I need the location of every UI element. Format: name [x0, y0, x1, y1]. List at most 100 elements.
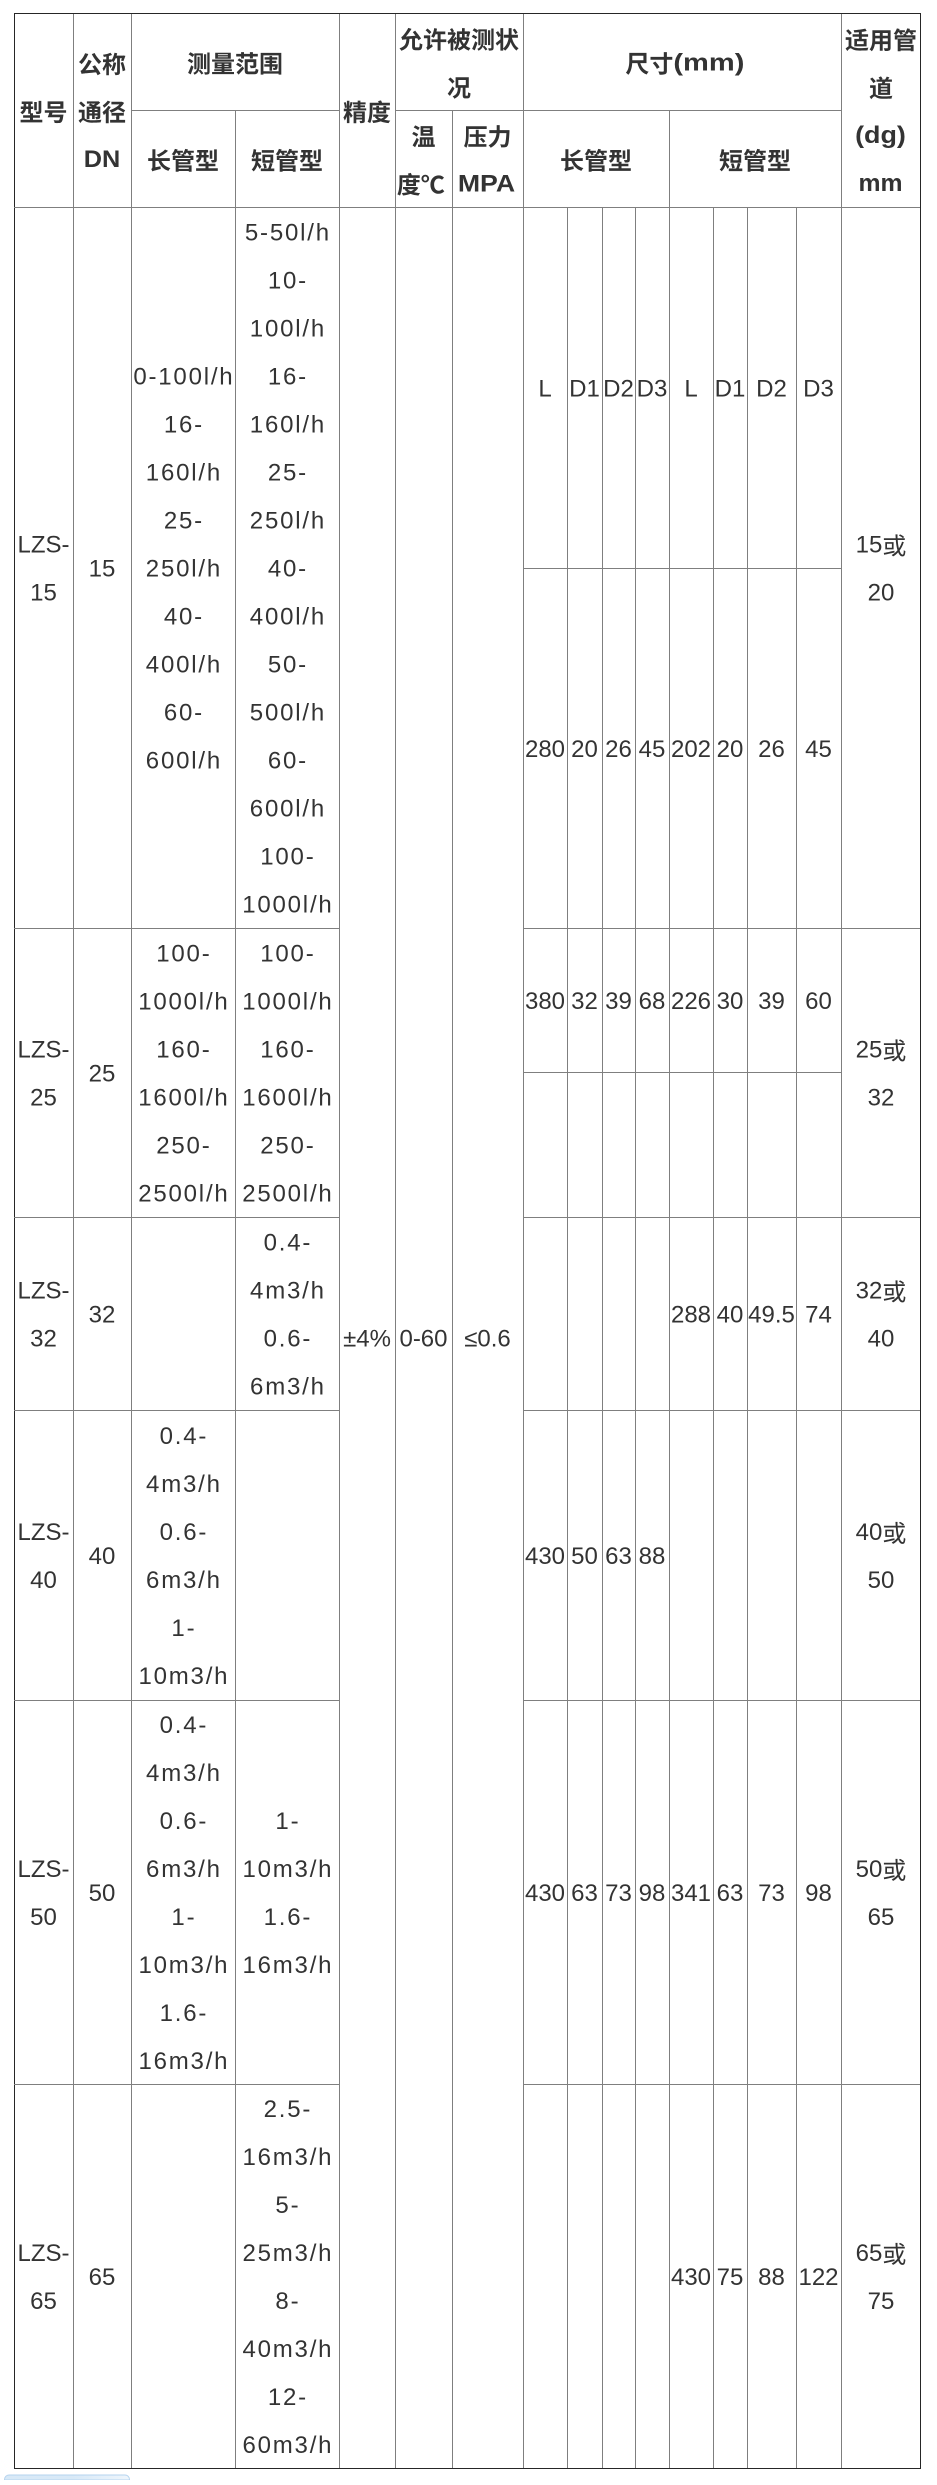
svg-text:75: 75	[868, 2288, 895, 2315]
svg-text:10m3/h: 10m3/h	[138, 1663, 229, 1690]
svg-text:26: 26	[758, 736, 785, 763]
svg-text:74: 74	[805, 1302, 832, 1329]
svg-text:0-60: 0-60	[399, 1326, 447, 1353]
svg-text:D3: D3	[803, 376, 834, 403]
svg-text:6m3/h: 6m3/h	[250, 1374, 326, 1401]
svg-text:16m3/h: 16m3/h	[242, 1952, 333, 1979]
svg-text:1.6-: 1.6-	[160, 2000, 209, 2027]
svg-text:100-: 100-	[260, 941, 315, 968]
svg-text:25: 25	[89, 1061, 116, 1088]
svg-text:4m3/h: 4m3/h	[146, 1471, 222, 1498]
svg-text:600l/h: 600l/h	[146, 748, 222, 775]
svg-text:202: 202	[671, 736, 711, 763]
svg-text:250-: 250-	[260, 1133, 315, 1160]
svg-text:0.6-: 0.6-	[160, 1808, 209, 1835]
svg-text:30: 30	[717, 988, 744, 1015]
svg-text:15: 15	[89, 556, 116, 583]
svg-text:73: 73	[605, 1880, 632, 1907]
svg-text:32: 32	[89, 1302, 116, 1329]
svg-text:40-: 40-	[268, 556, 308, 583]
svg-text:10m3/h: 10m3/h	[138, 1952, 229, 1979]
svg-text:88: 88	[758, 2264, 785, 2291]
svg-text:50: 50	[856, 1856, 883, 1883]
svg-text:60m3/h: 60m3/h	[242, 2432, 333, 2459]
svg-text:288: 288	[671, 1302, 711, 1329]
svg-text:LZS-: LZS-	[17, 2240, 69, 2267]
svg-text:160-: 160-	[156, 1037, 211, 1064]
svg-text:65: 65	[868, 1904, 895, 1931]
svg-text:0.4-: 0.4-	[264, 1230, 313, 1257]
svg-text:16m3/h: 16m3/h	[138, 2048, 229, 2075]
svg-text:50: 50	[868, 1567, 895, 1594]
svg-text:280: 280	[525, 736, 565, 763]
svg-text:25-: 25-	[164, 508, 204, 535]
svg-text:25-: 25-	[268, 460, 308, 487]
svg-text:1.6-: 1.6-	[264, 1904, 313, 1931]
svg-text:40: 40	[30, 1567, 57, 1594]
svg-text:32: 32	[868, 1085, 895, 1112]
svg-text:16-: 16-	[268, 364, 308, 391]
svg-text:65: 65	[89, 2264, 116, 2291]
svg-text:500l/h: 500l/h	[250, 700, 326, 727]
svg-text:65: 65	[30, 2288, 57, 2315]
svg-text:0.6-: 0.6-	[160, 1519, 209, 1546]
svg-text:430: 430	[525, 1543, 565, 1570]
svg-text:32: 32	[856, 1278, 883, 1305]
svg-text:25: 25	[30, 1085, 57, 1112]
svg-text:341: 341	[671, 1880, 711, 1907]
svg-text:L: L	[684, 376, 697, 403]
svg-text:40m3/h: 40m3/h	[242, 2336, 333, 2363]
svg-text:1000l/h: 1000l/h	[242, 989, 333, 1016]
svg-text:6m3/h: 6m3/h	[146, 1567, 222, 1594]
svg-text:160l/h: 160l/h	[250, 412, 326, 439]
svg-text:1000l/h: 1000l/h	[138, 989, 229, 1016]
svg-text:mm: mm	[859, 170, 903, 197]
svg-text:8-: 8-	[275, 2288, 300, 2315]
svg-text:39: 39	[605, 988, 632, 1015]
svg-text:73: 73	[758, 1880, 785, 1907]
svg-text:40: 40	[868, 1326, 895, 1353]
svg-text:LZS-: LZS-	[17, 1037, 69, 1064]
svg-text:25: 25	[856, 1037, 883, 1064]
svg-text:600l/h: 600l/h	[250, 796, 326, 823]
svg-text:25m3/h: 25m3/h	[242, 2240, 333, 2267]
svg-text:250l/h: 250l/h	[250, 508, 326, 535]
svg-text:100-: 100-	[260, 844, 315, 871]
svg-text:15: 15	[30, 580, 57, 607]
svg-text:10-: 10-	[268, 268, 308, 295]
svg-text:68: 68	[639, 988, 666, 1015]
svg-text:5-: 5-	[275, 2192, 300, 2219]
svg-text:63: 63	[717, 1880, 744, 1907]
svg-text:40-: 40-	[164, 604, 204, 631]
svg-text:45: 45	[639, 736, 666, 763]
svg-text:50: 50	[89, 1880, 116, 1907]
svg-text:50-: 50-	[268, 652, 308, 679]
svg-text:1-: 1-	[171, 1615, 196, 1642]
svg-text:5-50l/h: 5-50l/h	[245, 220, 331, 247]
svg-text:2500l/h: 2500l/h	[242, 1181, 333, 1208]
svg-text:L: L	[538, 376, 551, 403]
svg-text:LZS-: LZS-	[17, 1278, 69, 1305]
svg-text:±4%: ±4%	[343, 1326, 391, 1353]
svg-text:LZS-: LZS-	[17, 1856, 69, 1883]
svg-text:32: 32	[30, 1326, 57, 1353]
svg-text:400l/h: 400l/h	[146, 652, 222, 679]
svg-text:MPA: MPA	[458, 171, 515, 198]
svg-text:160-: 160-	[260, 1037, 315, 1064]
svg-text:380: 380	[525, 988, 565, 1015]
svg-text:63: 63	[571, 1880, 598, 1907]
svg-text:88: 88	[639, 1543, 666, 1570]
svg-text:16-: 16-	[164, 412, 204, 439]
svg-text:32: 32	[571, 988, 598, 1015]
svg-text:LZS-: LZS-	[17, 532, 69, 559]
svg-text:D2: D2	[603, 376, 634, 403]
svg-text:100l/h: 100l/h	[250, 316, 326, 343]
svg-text:98: 98	[639, 1880, 666, 1907]
svg-text:60-: 60-	[268, 748, 308, 775]
svg-text:122: 122	[798, 2264, 838, 2291]
svg-text:63: 63	[605, 1543, 632, 1570]
svg-text:50: 50	[571, 1543, 598, 1570]
svg-text:0-100l/h: 0-100l/h	[133, 364, 234, 391]
svg-text:4m3/h: 4m3/h	[146, 1760, 222, 1787]
svg-text:26: 26	[605, 736, 632, 763]
